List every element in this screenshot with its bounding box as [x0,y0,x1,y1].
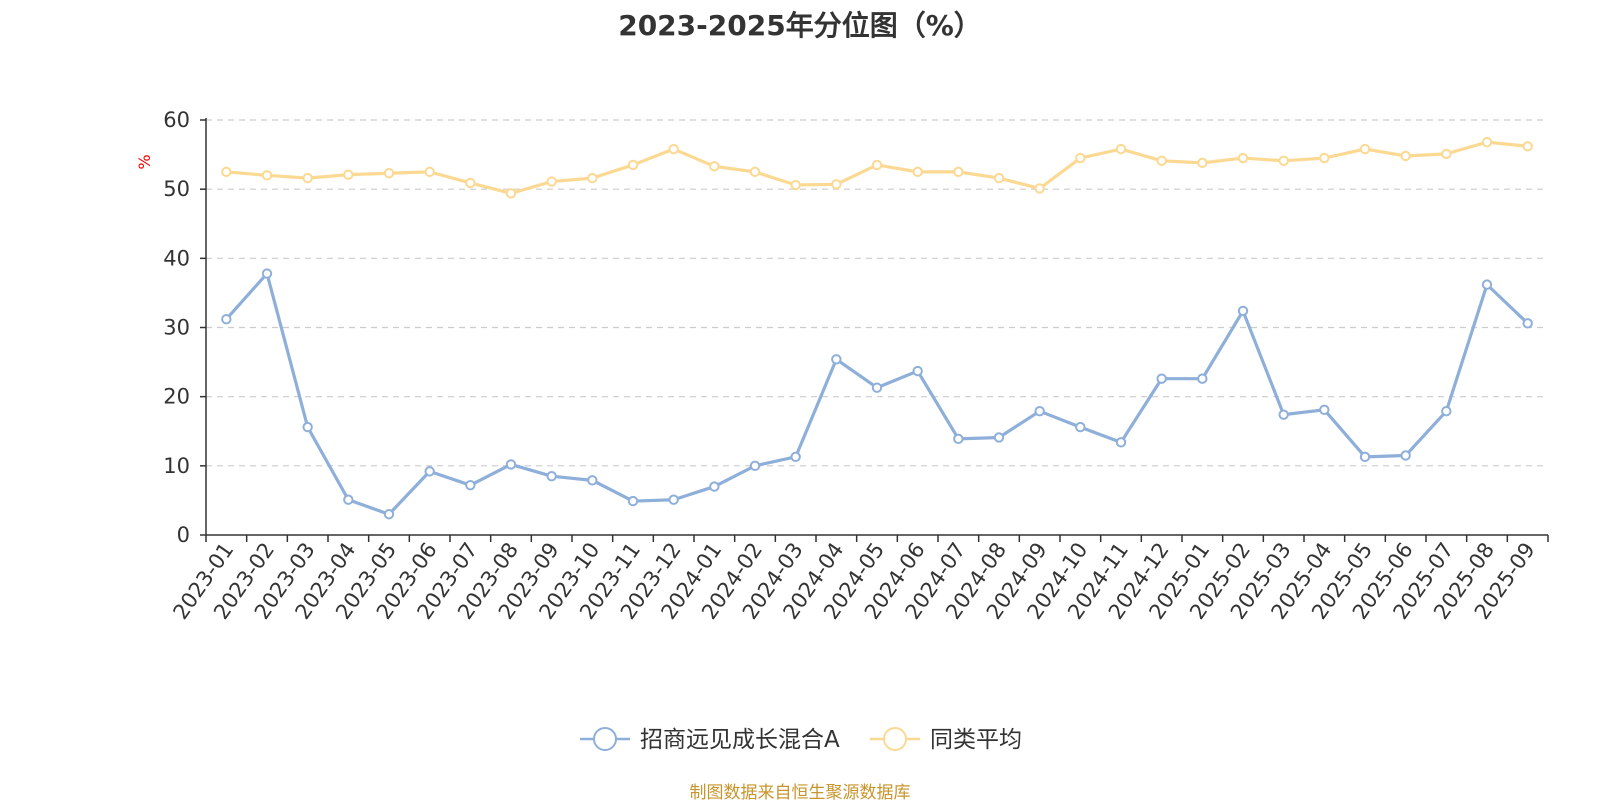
data-point [1278,155,1289,167]
legend: 招商远见成长混合A 同类平均 [580,727,1022,753]
data-point [546,471,557,482]
data-point [1522,318,1533,329]
y-tick-label: 20 [163,385,190,409]
data-point [1115,437,1127,448]
data-point [465,177,476,189]
data-point [1278,409,1289,420]
grid-lines [206,119,1548,467]
data-point [1075,421,1086,433]
data-point [383,168,395,179]
data-point [221,166,232,178]
data-point [1156,155,1167,167]
data-point [1481,279,1493,290]
data-point [668,494,679,505]
data-point [1075,152,1086,164]
data-point [1400,450,1411,461]
legend-marker-0 [593,727,617,751]
data-point [1359,143,1371,155]
data-point [302,421,313,433]
data-point [546,176,557,187]
data-point [261,170,273,181]
data-point [587,172,598,184]
data-point [1522,141,1533,152]
data-point [343,494,354,505]
data-point [1441,405,1452,417]
data-point [1197,373,1208,384]
data-point [1481,136,1493,148]
data-point [1115,143,1127,155]
data-point [831,179,842,190]
y-tick-label: 40 [163,246,190,270]
y-tick-label: 10 [163,454,190,478]
data-point [465,480,476,491]
data-point [505,188,517,199]
data-point [302,172,313,184]
data-point [1237,305,1249,317]
legend-label-0: 招商远见成长混合A [640,727,840,753]
data-point [1034,183,1045,194]
y-tick-label: 50 [163,177,190,201]
data-point [1197,157,1208,169]
data-point [953,433,964,445]
axes: 0102030405060%2023-012023-022023-032023-… [135,108,1549,624]
data-point [424,466,435,477]
data-point [627,495,639,507]
y-tick-label: 30 [163,316,190,340]
data-point [668,143,679,155]
data-point [912,365,923,377]
data-point [1319,404,1330,416]
source-note: 制图数据来自恒生聚源数据库 [689,783,911,803]
data-point [261,268,273,279]
data-point [1400,150,1411,162]
data-point [1156,373,1167,384]
data-point [1034,405,1045,417]
data-point [587,475,598,486]
legend-marker-1 [883,727,907,751]
data-point [1237,152,1249,164]
series-line-0 [225,271,1529,516]
y-tick-label: 60 [163,108,190,132]
data-point [912,166,923,178]
data-point [505,459,517,470]
data-point [871,382,883,393]
legend-label-1: 同类平均 [930,727,1022,753]
data-point [709,481,720,492]
data-point [1319,152,1330,164]
data-point [424,166,435,178]
data-point [343,169,354,180]
data-point [953,166,964,178]
chart-title: 2023-2025年分位图（%） [618,9,982,42]
y-axis-label: % [135,154,154,169]
data-point [749,460,761,472]
data-point [709,161,720,172]
data-point [1441,148,1452,160]
data-point [993,432,1005,443]
data-point [790,179,801,191]
y-tick-label: 0 [177,523,190,547]
data-point [383,509,395,520]
series-lines [221,136,1533,520]
data-point [1359,451,1371,463]
data-point [221,314,232,325]
data-point [993,172,1005,184]
data-point [749,166,761,178]
data-point [871,159,883,171]
data-point [627,159,639,171]
data-point [831,354,842,365]
data-point [790,451,801,463]
